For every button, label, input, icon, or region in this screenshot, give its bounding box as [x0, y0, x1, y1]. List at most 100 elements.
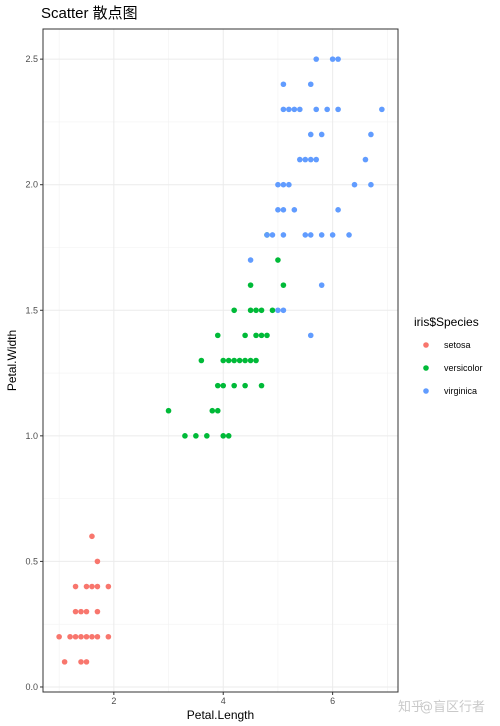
data-point-versicolor [231, 382, 237, 389]
data-point-virginica [297, 156, 303, 163]
data-point-setosa [94, 583, 101, 590]
data-point-versicolor [269, 307, 276, 314]
data-point-versicolor [247, 282, 254, 288]
data-point-virginica [313, 106, 320, 113]
data-point-setosa [56, 633, 62, 640]
data-point-versicolor [242, 332, 248, 339]
data-point-versicolor [220, 382, 227, 389]
x-tick-label: 2 [111, 696, 116, 706]
y-axis-title: Petal.Width [5, 330, 19, 391]
legend-key-virginica [423, 388, 429, 394]
watermark-handle: @盲区行者 [420, 699, 485, 715]
data-point-virginica [307, 232, 314, 238]
data-point-virginica [280, 81, 287, 88]
data-point-versicolor [193, 433, 199, 439]
y-tick-label: 0.0 [25, 682, 38, 692]
legend-title: iris$Species [414, 315, 479, 329]
data-point-virginica [297, 106, 303, 113]
legend-items: setosa versicolor virginica [423, 340, 483, 396]
data-point-setosa [78, 633, 84, 640]
data-point-setosa [61, 659, 68, 665]
data-point-virginica [247, 257, 254, 263]
data-point-setosa [78, 659, 84, 665]
y-tick-label: 0.5 [25, 556, 38, 566]
data-point-virginica [280, 307, 287, 314]
data-point-virginica [307, 332, 314, 339]
data-point-versicolor [225, 357, 232, 364]
data-point-versicolor [275, 257, 281, 263]
data-point-versicolor [220, 433, 227, 439]
data-point-virginica [318, 131, 325, 138]
data-point-versicolor [253, 332, 259, 339]
data-point-versicolor [247, 357, 254, 364]
data-point-versicolor [242, 357, 248, 364]
data-point-versicolor [182, 433, 188, 439]
data-point-virginica [324, 106, 330, 113]
data-point-virginica [280, 106, 287, 113]
legend-key-setosa [423, 342, 429, 348]
x-axis-title: Petal.Length [187, 708, 254, 722]
data-point-setosa [83, 608, 90, 615]
legend-key-versicolor [423, 365, 429, 371]
data-point-virginica [307, 131, 314, 138]
y-tick-label: 1.5 [25, 305, 38, 315]
legend-label-versicolor: versicolor [444, 363, 483, 373]
data-point-virginica [280, 181, 287, 188]
plot-panel-border [42, 28, 399, 693]
data-point-versicolor [280, 282, 287, 288]
data-point-versicolor [214, 382, 221, 389]
data-point-virginica [362, 156, 369, 163]
chart-title: Scatter 散点图 [41, 5, 138, 22]
data-point-setosa [89, 633, 95, 640]
data-point-versicolor [214, 407, 221, 414]
data-point-virginica [368, 181, 374, 188]
y-tick-label: 2.0 [25, 180, 38, 190]
data-point-versicolor [264, 332, 270, 339]
axis-ticks: 2 4 6 0.0 0.5 1.0 1.5 2.0 2.5 [25, 54, 335, 706]
data-point-virginica [275, 207, 281, 213]
data-point-virginica [335, 56, 341, 62]
data-point-setosa [67, 633, 73, 640]
data-point-versicolor [198, 357, 205, 364]
data-point-virginica [379, 106, 385, 113]
data-point-virginica [351, 181, 358, 188]
data-point-virginica [313, 156, 320, 163]
data-point-versicolor [253, 357, 259, 364]
legend-label-virginica: virginica [444, 386, 477, 396]
data-point-virginica [346, 232, 352, 238]
legend-label-setosa: setosa [444, 340, 471, 350]
data-point-virginica [269, 232, 276, 238]
watermark: 知乎 @盲区行者 [398, 699, 485, 715]
data-point-virginica [313, 56, 320, 62]
data-point-virginica [335, 207, 341, 213]
data-point-versicolor [247, 307, 254, 314]
data-point-versicolor [231, 357, 237, 364]
data-point-setosa [83, 633, 90, 640]
data-point-versicolor [231, 307, 237, 314]
data-point-virginica [368, 131, 374, 138]
data-point-versicolor [225, 433, 232, 439]
data-point-virginica [286, 181, 292, 188]
data-point-setosa [105, 633, 112, 640]
data-point-setosa [94, 633, 101, 640]
data-point-versicolor [242, 382, 248, 389]
data-point-versicolor [253, 307, 259, 314]
data-point-versicolor [258, 382, 265, 389]
data-point-versicolor [258, 307, 265, 314]
data-point-virginica [318, 282, 325, 288]
data-point-setosa [89, 583, 95, 590]
data-point-virginica [275, 307, 281, 314]
data-point-setosa [83, 659, 90, 665]
data-point-versicolor [236, 357, 243, 364]
x-tick-label: 6 [330, 696, 335, 706]
data-point-versicolor [220, 357, 227, 364]
data-point-virginica [264, 232, 270, 238]
data-point-setosa [72, 583, 79, 590]
data-point-setosa [83, 583, 90, 590]
y-tick-label: 2.5 [25, 54, 38, 64]
data-point-virginica [307, 81, 314, 88]
data-point-setosa [94, 558, 101, 565]
data-point-virginica [329, 56, 336, 62]
data-point-versicolor [165, 407, 172, 414]
